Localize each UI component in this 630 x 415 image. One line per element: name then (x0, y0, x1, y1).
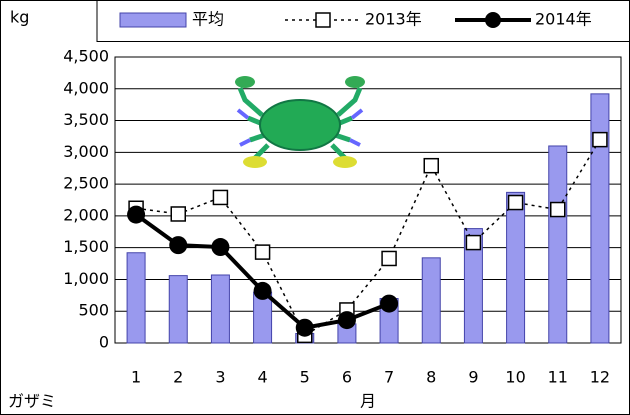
marker (465, 234, 482, 251)
plot-border (114, 56, 622, 344)
y-tick-label: 2,500 (63, 174, 109, 193)
y-tick-label: 500 (78, 301, 109, 320)
marker (507, 194, 524, 211)
bar (463, 228, 483, 344)
legend-swatch (119, 12, 187, 28)
legend-marker (315, 12, 331, 28)
x-tick-label: 6 (342, 368, 352, 387)
marker (337, 311, 356, 330)
x-tick-label: 1 (131, 368, 141, 387)
marker (169, 236, 188, 255)
marker (127, 205, 146, 224)
bar (506, 191, 526, 344)
legend-label: 平均 (192, 10, 224, 29)
marker (170, 206, 186, 222)
legend-marker (485, 12, 501, 28)
y-tick-label: 0 (99, 333, 109, 352)
marker (253, 281, 272, 300)
marker (381, 250, 397, 267)
y-axis-label: kg (10, 8, 29, 27)
legend-label: 2014年 (535, 10, 592, 29)
x-tick-label: 10 (505, 368, 525, 387)
bar (210, 274, 230, 344)
crab-illustration (235, 76, 365, 168)
x-axis-label: 月 (360, 392, 376, 411)
legend-label: 2013年 (365, 10, 422, 29)
marker (423, 157, 439, 174)
y-tick-label: 4,500 (63, 47, 109, 66)
y-tick-label: 1,000 (63, 269, 109, 288)
marker (212, 189, 229, 206)
marker (592, 131, 608, 148)
bar (126, 252, 146, 344)
bar (168, 275, 188, 344)
bar (590, 93, 610, 344)
x-tick-label: 11 (548, 368, 568, 387)
x-tick-label: 12 (590, 368, 610, 387)
marker (380, 294, 399, 313)
y-tick-label: 3,000 (63, 142, 109, 161)
x-tick-label: 5 (300, 368, 310, 387)
y-tick-label: 3,500 (63, 110, 109, 129)
marker (211, 238, 230, 257)
x-tick-label: 3 (215, 368, 225, 387)
x-tick-label: 7 (384, 368, 394, 387)
note: ガザミ (8, 392, 56, 411)
y-tick-label: 2,000 (63, 205, 109, 224)
x-tick-label: 9 (468, 368, 478, 387)
bar (548, 145, 568, 344)
y-tick-label: 1,500 (63, 237, 109, 256)
bar (421, 257, 441, 344)
marker (550, 201, 566, 218)
x-tick-label: 8 (426, 368, 436, 387)
marker (254, 244, 271, 260)
x-tick-label: 2 (173, 368, 183, 387)
marker (295, 318, 314, 337)
y-tick-label: 4,000 (63, 78, 109, 97)
x-tick-label: 4 (257, 368, 267, 387)
